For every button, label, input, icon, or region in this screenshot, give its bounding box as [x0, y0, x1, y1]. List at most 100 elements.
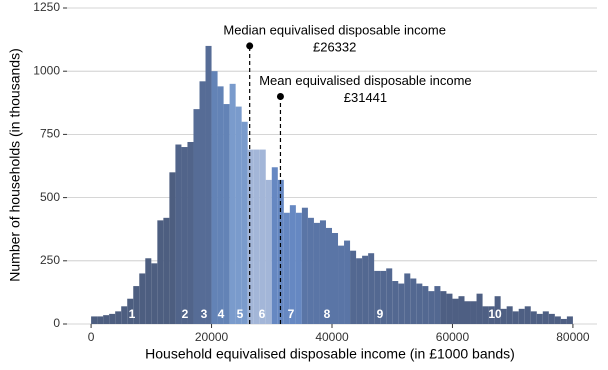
y-tick-label: 500 — [40, 190, 60, 204]
decile-label: 9 — [377, 307, 384, 321]
bar — [235, 106, 242, 324]
bar — [386, 268, 393, 324]
bar — [494, 296, 501, 324]
bar — [566, 316, 573, 324]
bar — [157, 220, 164, 324]
bar — [530, 311, 537, 324]
bar — [452, 298, 459, 324]
x-tick-label: 20000 — [195, 330, 229, 344]
bar — [289, 205, 296, 324]
annotation-value: £26332 — [313, 39, 356, 54]
bar — [488, 306, 495, 324]
bar — [422, 286, 429, 324]
bar — [410, 278, 417, 324]
bar — [151, 263, 158, 324]
bar — [356, 258, 363, 324]
bar — [139, 273, 146, 324]
bar — [163, 217, 170, 324]
x-tick-label: 80000 — [556, 330, 590, 344]
bar — [301, 207, 308, 324]
bar — [199, 81, 206, 324]
bar — [380, 270, 387, 324]
bar — [404, 273, 411, 324]
y-tick-label: 250 — [40, 253, 60, 267]
bar — [319, 220, 326, 324]
bar — [109, 313, 116, 324]
bar — [548, 313, 555, 324]
bar — [169, 172, 176, 324]
bar — [554, 316, 561, 324]
y-axis-title: Number of households (in thousands) — [7, 48, 23, 281]
bar — [271, 167, 278, 324]
bar — [368, 253, 375, 324]
bar — [338, 245, 345, 324]
y-tick-label: 750 — [40, 127, 60, 141]
bar — [458, 296, 465, 324]
decile-label: 2 — [182, 307, 189, 321]
bar — [374, 270, 381, 324]
bar — [259, 149, 266, 324]
decile-label: 7 — [288, 307, 295, 321]
bar — [542, 311, 549, 324]
bar — [428, 291, 435, 324]
bar — [476, 293, 483, 324]
bar — [464, 301, 471, 324]
bar — [416, 283, 423, 324]
bar — [241, 121, 248, 324]
bar — [482, 306, 489, 324]
decile-label: 3 — [201, 307, 208, 321]
bar — [265, 179, 272, 324]
bar — [362, 255, 369, 324]
decile-label: 8 — [324, 307, 331, 321]
bar — [97, 316, 104, 324]
bar — [350, 250, 357, 324]
bar — [175, 144, 182, 324]
bar — [434, 286, 441, 324]
bar — [283, 212, 290, 324]
bar — [506, 306, 513, 324]
annotation-value: £31441 — [344, 90, 387, 105]
bar — [229, 83, 236, 324]
bar — [247, 149, 254, 324]
decile-label: 1 — [129, 307, 136, 321]
y-tick-label: 1000 — [33, 63, 60, 77]
bar — [115, 311, 122, 324]
bar — [223, 104, 230, 325]
bar — [392, 281, 399, 324]
bar — [536, 313, 543, 324]
bar — [500, 308, 507, 324]
bar — [187, 141, 194, 324]
bar — [127, 298, 134, 324]
bar — [398, 283, 405, 324]
bar — [512, 311, 519, 324]
bar — [295, 212, 302, 324]
decile-label: 4 — [218, 307, 225, 321]
decile-label: 5 — [237, 307, 244, 321]
bar — [193, 109, 200, 325]
bar — [121, 306, 128, 324]
bar — [307, 217, 314, 324]
x-axis-title: Household equivalised disposable income … — [145, 346, 515, 362]
y-tick-label: 1250 — [33, 0, 60, 14]
decile-label: 6 — [259, 307, 266, 321]
bar — [332, 232, 339, 324]
x-tick-label: 40000 — [315, 330, 349, 344]
bar — [205, 45, 212, 325]
bar — [325, 227, 332, 324]
bar — [91, 316, 98, 324]
bar — [181, 147, 188, 324]
bar — [524, 306, 531, 324]
bar — [253, 149, 260, 324]
annotation-point — [276, 92, 284, 100]
bar — [560, 318, 567, 324]
bar — [446, 293, 453, 324]
bar — [133, 286, 140, 324]
bar — [103, 315, 110, 324]
bar — [217, 86, 224, 324]
annotation-point — [246, 42, 254, 50]
decile-label: 10 — [488, 307, 502, 321]
bar — [470, 301, 477, 324]
annotation-text: Mean equivalised disposable income — [259, 73, 471, 88]
bar — [211, 71, 218, 324]
